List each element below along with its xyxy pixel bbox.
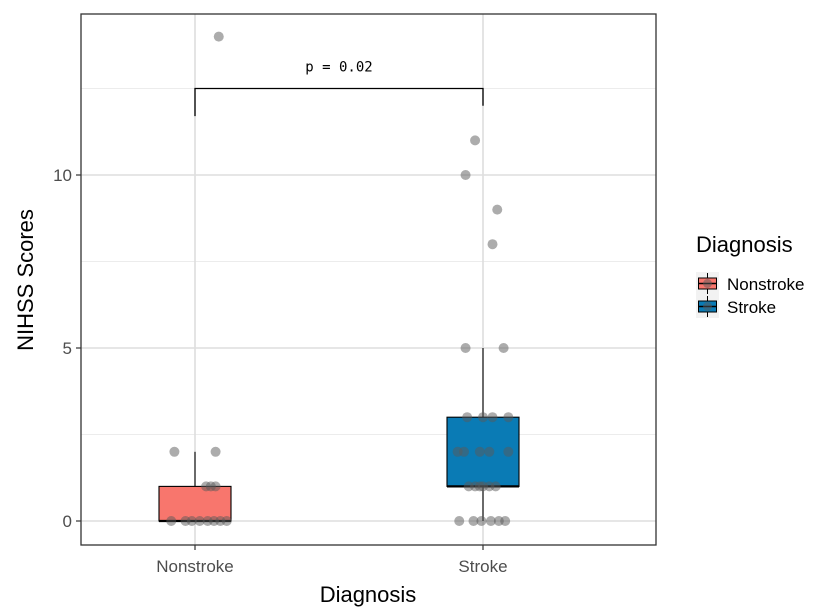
- data-point: [492, 204, 503, 215]
- data-point: [470, 135, 481, 146]
- data-point: [454, 516, 465, 526]
- data-point: [474, 446, 485, 457]
- grid: [81, 14, 656, 545]
- jitter-points: [166, 31, 514, 526]
- data-point: [460, 170, 471, 180]
- data-point: [503, 412, 514, 423]
- data-point: [503, 446, 514, 457]
- data-point: [205, 481, 216, 492]
- significance-bracket: [194, 87, 484, 117]
- legend-label-nonstroke: Nonstroke: [727, 275, 804, 294]
- legend: Diagnosis Nonstroke Stroke: [696, 232, 804, 318]
- significance-annotation: p = 0.02: [194, 60, 484, 117]
- data-point: [186, 516, 197, 526]
- data-point: [213, 31, 224, 42]
- data-point: [462, 412, 473, 423]
- data-point: [487, 412, 498, 423]
- data-point: [210, 446, 221, 457]
- data-point: [476, 516, 487, 526]
- data-point: [485, 516, 496, 526]
- axes: 0 5 10 Nonstroke Stroke: [53, 166, 507, 576]
- p-value-label: p = 0.02: [305, 60, 372, 76]
- data-point: [169, 446, 180, 457]
- legend-key-point: [703, 279, 712, 288]
- data-point: [500, 516, 511, 526]
- data-point: [490, 481, 501, 492]
- x-axis-title: Diagnosis: [320, 582, 417, 607]
- data-point: [498, 343, 509, 353]
- data-point: [194, 516, 205, 526]
- y-tick-label: 10: [53, 166, 72, 185]
- data-point: [221, 516, 232, 526]
- data-point: [458, 446, 469, 457]
- data-point: [484, 446, 495, 457]
- data-point: [166, 516, 177, 526]
- x-tick-label: Nonstroke: [156, 557, 233, 576]
- y-tick-label: 5: [63, 339, 72, 358]
- data-point: [468, 516, 479, 526]
- data-point: [487, 239, 498, 250]
- y-axis-title: NIHSS Scores: [13, 209, 38, 351]
- x-tick-label: Stroke: [458, 557, 507, 576]
- data-point: [460, 343, 471, 353]
- panel-border: [80, 13, 657, 546]
- y-tick-label: 0: [63, 512, 72, 531]
- box-nonstroke: [158, 485, 232, 522]
- legend-key-point: [703, 302, 712, 311]
- legend-label-stroke: Stroke: [727, 298, 776, 317]
- legend-title: Diagnosis: [696, 232, 793, 257]
- data-point: [478, 412, 488, 423]
